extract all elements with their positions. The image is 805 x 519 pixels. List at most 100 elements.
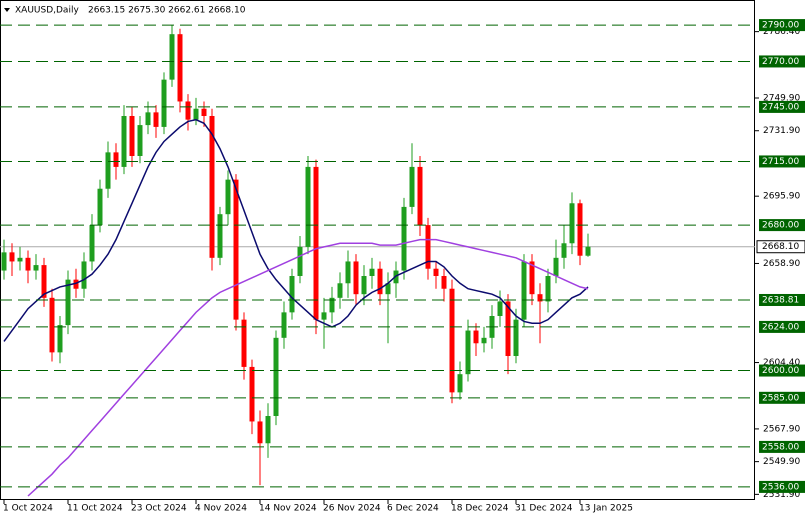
level-label: 2638.81	[762, 295, 799, 305]
candle-body	[169, 34, 175, 80]
y-tick-label: 2604.40	[763, 358, 800, 368]
candle-body	[537, 294, 543, 302]
candle-body	[353, 261, 359, 295]
candle-body	[233, 179, 239, 320]
candle-body	[425, 225, 431, 269]
candle-body	[505, 301, 511, 356]
level-label: 2585.00	[762, 393, 799, 403]
candle-body	[73, 279, 79, 289]
candle-body	[9, 252, 15, 262]
ma-line	[3, 118, 589, 342]
candle-body	[273, 337, 279, 416]
candle-body	[345, 261, 351, 284]
x-tick-label: 11 Oct 2024	[67, 504, 123, 514]
y-tick-label: 2658.90	[763, 259, 800, 269]
candle-body	[185, 101, 191, 120]
candle-body	[329, 297, 335, 313]
x-tick-label: 1 Oct 2024	[3, 504, 53, 514]
candle-body	[145, 112, 151, 126]
candle-body	[153, 112, 159, 127]
last-price-label: 2668.10	[762, 242, 799, 252]
menu-arrow	[4, 8, 10, 12]
candle-body	[441, 276, 447, 289]
candle-body	[25, 257, 31, 271]
candle-body	[313, 166, 319, 320]
candle-body	[545, 276, 551, 302]
candle-body	[481, 337, 487, 344]
candle-body	[161, 79, 167, 127]
y-tick-label: 2567.90	[763, 424, 800, 434]
ma-line	[27, 238, 589, 497]
candle-body	[321, 312, 327, 320]
candle-body	[401, 206, 407, 271]
candle-body	[65, 279, 71, 326]
candle-body	[417, 166, 423, 226]
level-label-box	[759, 100, 805, 113]
level-label-box	[759, 480, 805, 493]
candle-body	[361, 276, 367, 295]
candle-body	[369, 268, 375, 276]
x-tick-label: 23 Oct 2024	[131, 504, 187, 514]
candle-body	[137, 125, 143, 156]
candle-body	[209, 116, 215, 258]
candle-body	[57, 325, 63, 353]
level-label-box	[759, 320, 805, 333]
level-label-box	[759, 293, 805, 306]
level-label: 2558.00	[762, 442, 799, 452]
candle-body	[49, 297, 55, 353]
level-label: 2790.00	[762, 21, 799, 31]
candle-body	[257, 421, 263, 444]
candle-body	[201, 108, 207, 116]
candle-body	[17, 257, 23, 262]
ohlc-text: 2663.15 2675.30 2662.61 2668.10	[88, 6, 246, 16]
candle-body	[297, 246, 303, 276]
y-tick-label: 2695.90	[763, 192, 800, 202]
candle-body	[465, 330, 471, 375]
y-tick-label: 2531.90	[763, 490, 800, 500]
candle-body	[289, 276, 295, 313]
level-label: 2715.00	[762, 157, 799, 167]
candle-body	[433, 268, 439, 276]
candle-body	[529, 261, 535, 295]
candle-body	[305, 166, 311, 247]
x-tick-label: 13 Jan 2025	[579, 504, 633, 514]
candle-body	[521, 261, 527, 320]
candle-body	[473, 330, 479, 344]
candle-body	[449, 288, 455, 393]
candle-body	[121, 116, 127, 167]
level-label: 2745.00	[762, 102, 799, 112]
chart-title: XAUUSD,Daily	[15, 6, 79, 16]
level-label-box	[759, 364, 805, 377]
candle-body	[409, 166, 415, 207]
candle-body	[265, 416, 271, 444]
level-label-box	[759, 219, 805, 232]
candle-body	[33, 265, 39, 271]
candle-body	[337, 283, 343, 298]
level-label: 2624.00	[762, 322, 799, 332]
level-label: 2680.00	[762, 221, 799, 231]
x-tick-label: 4 Nov 2024	[195, 504, 247, 514]
candle-body	[225, 179, 231, 215]
level-label-box	[759, 155, 805, 168]
candle-body	[577, 203, 583, 256]
plot-frame	[0, 0, 755, 500]
candle-body	[249, 366, 255, 422]
candle-body	[457, 374, 463, 393]
candle-body	[41, 265, 47, 298]
candle-body	[129, 116, 135, 156]
level-label: 2600.00	[762, 366, 799, 376]
candle-body	[217, 214, 223, 258]
candle-body	[385, 283, 391, 295]
candle-body	[585, 246, 591, 256]
level-label-box	[759, 19, 805, 32]
level-label-box	[759, 391, 805, 404]
x-tick-label: 6 Dec 2024	[387, 504, 439, 514]
last-price-box	[756, 240, 805, 254]
candle-body	[81, 261, 87, 289]
candle-body	[105, 152, 111, 189]
x-tick-label: 26 Nov 2024	[323, 504, 381, 514]
x-tick-label: 14 Nov 2024	[259, 504, 317, 514]
candle-body	[97, 188, 103, 226]
candle-body	[513, 319, 519, 356]
candle-body	[553, 257, 559, 276]
